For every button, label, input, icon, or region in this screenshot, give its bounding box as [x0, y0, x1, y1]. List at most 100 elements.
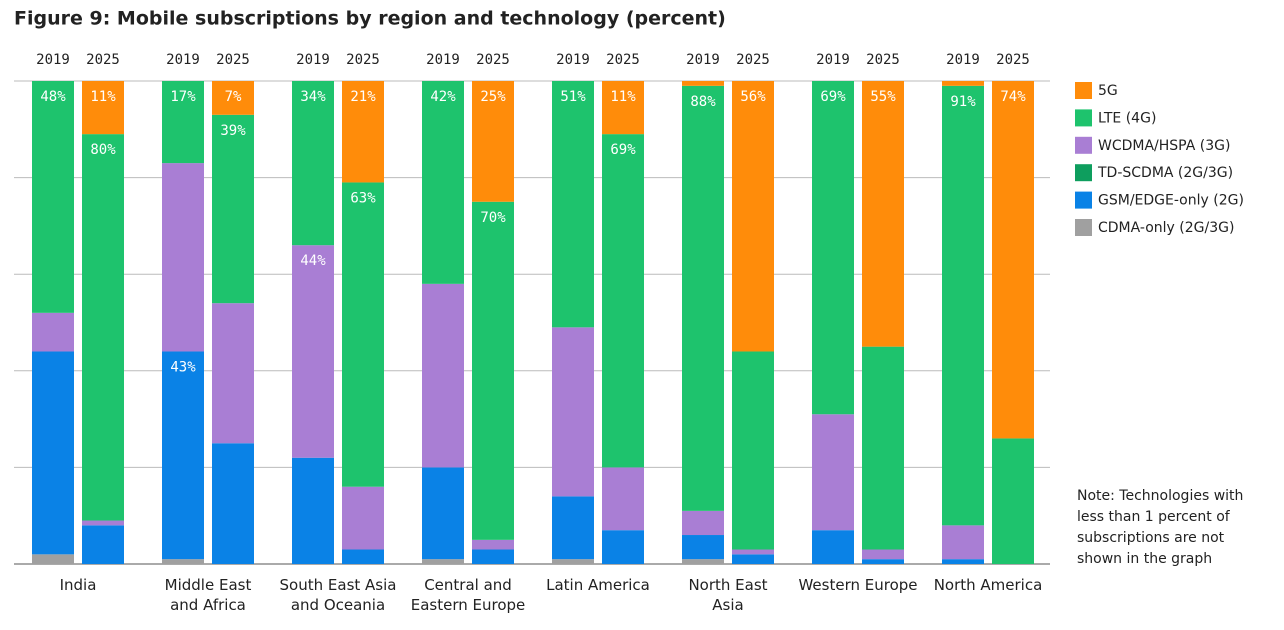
legend-label: WCDMA/HSPA (3G) [1098, 138, 1230, 154]
year-label: 2019 [36, 52, 70, 68]
bar-segment [992, 81, 1034, 439]
bar-segment [342, 549, 384, 564]
bar-segment [82, 134, 124, 521]
bar-segment [942, 85, 984, 526]
bar-segment [682, 559, 724, 564]
bar-segment [472, 81, 514, 202]
legend-swatch [1075, 109, 1092, 127]
group-label: Central and Eastern Europe [411, 576, 526, 614]
bar-segment [292, 457, 334, 564]
bar-segment [942, 81, 984, 86]
bar-segment [732, 554, 774, 564]
bar-segment [212, 443, 254, 564]
group-label: South East Asia and Oceania [280, 576, 397, 614]
bar-segment [82, 520, 124, 526]
data-label: 25% [480, 89, 506, 105]
bar-segment [942, 559, 984, 564]
data-label: 69% [820, 89, 846, 105]
bar-segment [32, 81, 74, 313]
group-label: North America [934, 576, 1043, 594]
data-label: 91% [950, 94, 976, 110]
group-label: India [60, 576, 97, 594]
bar-segment [812, 81, 854, 415]
bar-segment [862, 559, 904, 564]
bar-segment [942, 525, 984, 560]
bar-segment [732, 351, 774, 550]
legend-swatch [1075, 164, 1092, 182]
note: Note: Technologies with less than 1 perce… [1077, 488, 1243, 567]
year-label: 2025 [996, 52, 1030, 68]
data-label: 55% [870, 89, 896, 105]
legend-label: TD-SCDMA (2G/3G) [1097, 165, 1233, 181]
year-label: 2019 [556, 52, 590, 68]
bar-segment [162, 351, 204, 560]
data-label: 42% [430, 89, 456, 105]
bar-segment [162, 163, 204, 352]
year-label: 2025 [606, 52, 640, 68]
legend-label: CDMA-only (2G/3G) [1098, 220, 1234, 236]
year-label: 2025 [216, 52, 250, 68]
bar-segment [82, 525, 124, 564]
data-label: 44% [300, 253, 326, 269]
bar-segment [552, 559, 594, 564]
bar-segment [292, 245, 334, 458]
bar-segment [862, 549, 904, 560]
bar-segment [472, 201, 514, 540]
data-label: 51% [560, 89, 586, 105]
bar-segment [212, 303, 254, 444]
bar-segment [732, 81, 774, 352]
bar-segment [552, 496, 594, 560]
bar-segment [552, 327, 594, 497]
bar-segment [862, 81, 904, 347]
bar-segment [422, 283, 464, 468]
bar-segment [862, 346, 904, 550]
legend-swatch [1075, 82, 1092, 99]
year-label: 2019 [296, 52, 330, 68]
bar-segment [292, 81, 334, 246]
bar-segment [422, 559, 464, 564]
year-label: 2019 [426, 52, 460, 68]
data-label: 56% [740, 89, 766, 105]
bar-segment [212, 81, 254, 115]
bar-segment [162, 81, 204, 164]
bar-segment [602, 81, 644, 135]
bar-segment [812, 414, 854, 531]
bar-segment [992, 438, 1034, 564]
data-label: 11% [610, 89, 636, 105]
year-label: 2025 [476, 52, 510, 68]
bar-segment [602, 467, 644, 531]
bar-segment [472, 549, 514, 564]
bar-segment [82, 81, 124, 135]
year-label: 2025 [86, 52, 120, 68]
legend-label: LTE (4G) [1098, 110, 1156, 126]
data-label: 7% [225, 89, 242, 105]
data-label: 43% [170, 359, 196, 375]
data-label: 34% [300, 89, 326, 105]
year-label: 2025 [866, 52, 900, 68]
bar-segment [682, 81, 724, 86]
legend-label: GSM/EDGE-only (2G) [1098, 193, 1244, 209]
bar-segment [812, 530, 854, 564]
bar-segment [682, 510, 724, 536]
year-label: 2025 [736, 52, 770, 68]
group-label: Middle East and Africa [165, 576, 252, 614]
year-label: 2019 [166, 52, 200, 68]
bar-segment [342, 81, 384, 183]
data-label: 88% [690, 94, 716, 110]
bar-segment [732, 549, 774, 555]
data-label: 48% [40, 89, 66, 105]
group-label: Latin America [546, 576, 650, 594]
group-label: Western Europe [798, 576, 917, 594]
year-label: 2025 [346, 52, 380, 68]
bar-segment [32, 312, 74, 352]
data-label: 69% [610, 142, 636, 158]
data-label: 39% [220, 123, 246, 139]
bar-segment [472, 539, 514, 550]
year-label: 2019 [686, 52, 720, 68]
data-label: 63% [350, 190, 376, 206]
bar-segment [602, 530, 644, 564]
bar-segment [32, 351, 74, 555]
bar-segment [342, 182, 384, 487]
data-label: 70% [480, 210, 506, 226]
